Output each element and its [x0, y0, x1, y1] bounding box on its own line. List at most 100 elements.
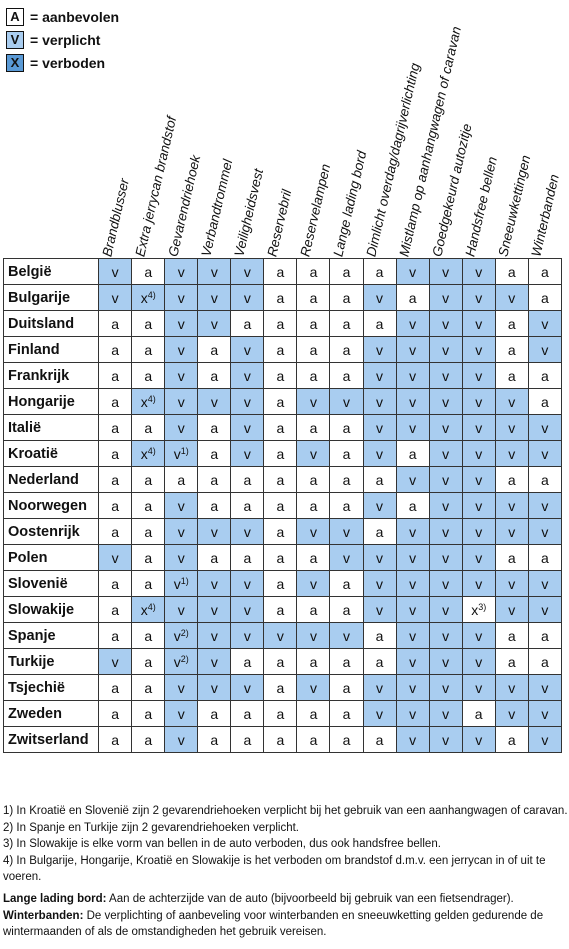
cell-value: a [309, 289, 318, 306]
table-cell: v [362, 544, 397, 571]
table-cell: v [362, 570, 397, 597]
cell-value: v [173, 575, 181, 592]
cell-value: a [210, 497, 219, 514]
table-cell: a [494, 336, 529, 363]
cell-value: a [210, 445, 219, 462]
cell-value: a [342, 471, 351, 488]
table-cell: v [329, 622, 364, 649]
table-cell: v [98, 258, 133, 285]
table-cell: v [461, 440, 496, 467]
table-cell: v [527, 570, 563, 597]
cell-value: v [210, 263, 218, 280]
cell-value: v [442, 263, 450, 280]
table-cell: v [296, 674, 331, 701]
cell-value: a [540, 653, 549, 670]
cell-value: v [475, 731, 483, 748]
table-row: Hongarije a x4) v v v a v v v v v v v a [2, 388, 563, 415]
table-cell: a [98, 336, 133, 363]
cell-value: a [144, 341, 153, 358]
cell-value: x [140, 601, 148, 618]
cell-value: a [540, 393, 549, 410]
cell-value: v [475, 367, 483, 384]
table-cell: v [395, 648, 430, 675]
table-cell: v2) [164, 648, 199, 675]
cell-value: a [276, 289, 285, 306]
cell-value: v [442, 471, 450, 488]
table-cell: v [428, 726, 463, 753]
cell-value: x [471, 601, 479, 618]
cell-value: v [541, 705, 549, 722]
cell-value: v [541, 315, 549, 332]
table-cell: a [98, 414, 133, 441]
table-row: Oostenrijk a a v v v a v v a v v v v v [2, 518, 563, 545]
cell-value: a [309, 497, 318, 514]
cell-value: a [309, 731, 318, 748]
cell-value: v [541, 679, 549, 696]
table-cell: a [494, 466, 529, 493]
cell-value: a [375, 627, 384, 644]
table-cell: v [461, 466, 496, 493]
cell-value: x [140, 445, 148, 462]
cell-value: v [376, 341, 384, 358]
table-cell: a [164, 466, 199, 493]
table-cell: v [428, 284, 463, 311]
cell-value: a [309, 263, 318, 280]
cell-value: x [140, 393, 148, 410]
table-cell: a [131, 622, 166, 649]
table-row: Slowakije a x4) v v v a a a v v v x3) v v [2, 596, 563, 623]
cell-value: v [376, 497, 384, 514]
footnote: 1) In Kroatië en Slovenië zijn 2 gevaren… [3, 805, 568, 817]
table-cell: v [428, 258, 463, 285]
cell-value: v [508, 523, 516, 540]
cell-value: a [111, 601, 120, 618]
cell-value: a [342, 315, 351, 332]
cell-value: a [375, 731, 384, 748]
table-row: Zwitserland a a v a a a a a a v v v a v [2, 726, 563, 753]
table-cell: v [164, 362, 199, 389]
cell-value: v [409, 601, 417, 618]
footnote-ref: 2) [180, 627, 189, 638]
cell-value: v [243, 419, 251, 436]
table-cell: v [461, 310, 496, 337]
cell-value: a [111, 393, 120, 410]
cell-value: v [541, 575, 549, 592]
cell-value: v [475, 627, 483, 644]
table-cell: a [296, 596, 331, 623]
table-cell: v [494, 570, 529, 597]
table-cell: v [296, 440, 331, 467]
table-cell: v [98, 284, 133, 311]
cell-value: a [342, 731, 351, 748]
table-cell: v [362, 492, 397, 519]
cell-value: a [540, 549, 549, 566]
country-name: Noorwegen [2, 492, 100, 519]
country-name: Duitsland [2, 310, 100, 337]
cell-value: v [475, 497, 483, 514]
table-cell: v [98, 648, 133, 675]
cell-value: v [376, 601, 384, 618]
cell-value: a [144, 705, 153, 722]
table-cell: a [362, 622, 397, 649]
table-cell: v [230, 674, 265, 701]
cell-value: a [243, 315, 252, 332]
table-cell: v [461, 492, 496, 519]
cell-value: v [442, 341, 450, 358]
table-cell: v [461, 388, 496, 415]
cell-value: v [243, 679, 251, 696]
table-cell: a [263, 726, 298, 753]
column-header: Handsfree bellen [462, 155, 500, 258]
table-cell: v [197, 596, 232, 623]
cell-value: v [309, 523, 317, 540]
cell-value: a [276, 341, 285, 358]
cell-value: v [177, 341, 185, 358]
cell-value: v [409, 471, 417, 488]
table-cell: v [362, 674, 397, 701]
table-cell: a [98, 466, 133, 493]
cell-value: a [342, 679, 351, 696]
table-cell: v [527, 414, 563, 441]
table-cell: a [494, 648, 529, 675]
country-name: Bulgarije [2, 284, 100, 311]
table-cell: v [329, 544, 364, 571]
cell-value: a [342, 575, 351, 592]
table-row: Kroatië a x4) v1) a v a v a v a v v v v [2, 440, 563, 467]
cell-value: a [309, 471, 318, 488]
